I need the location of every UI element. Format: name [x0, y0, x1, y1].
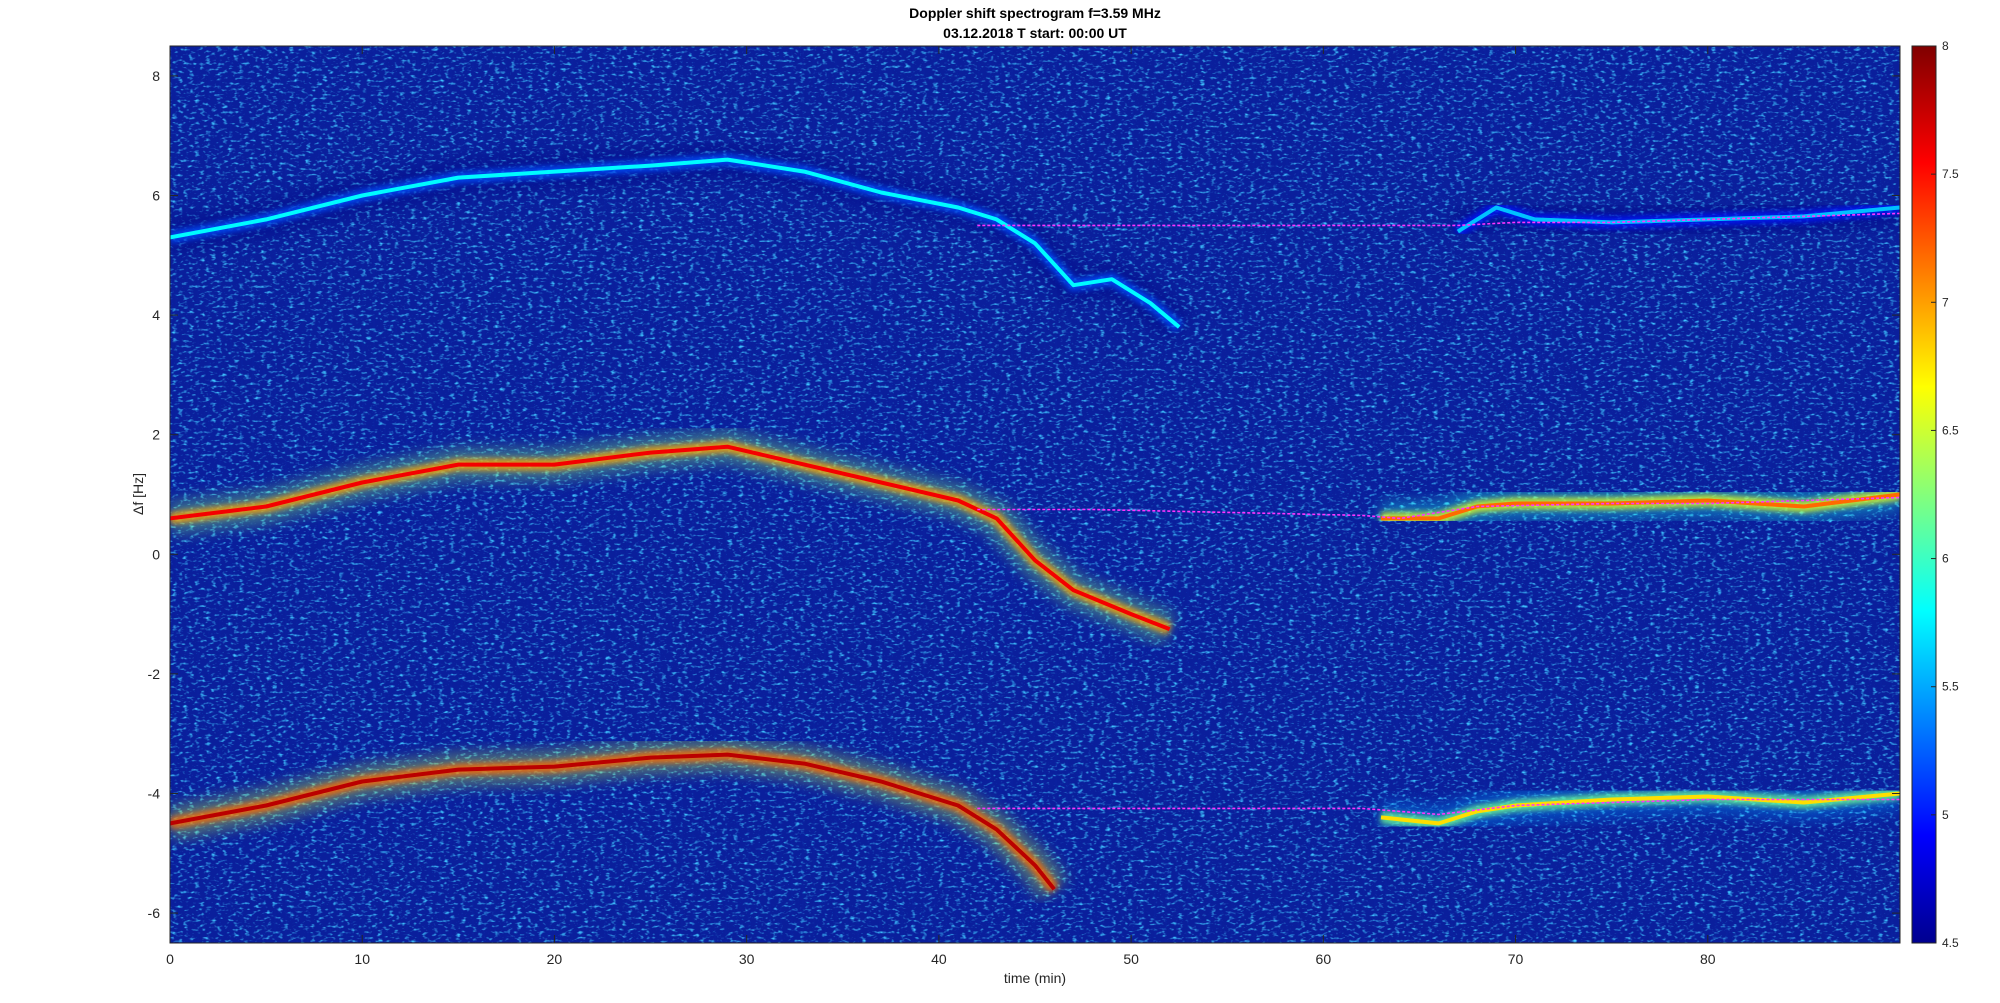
x-axis: 0 10 20 30 40 50 60 70 80 [166, 46, 1716, 967]
y-tick-label: 4 [152, 307, 160, 323]
x-tick-label: 10 [354, 951, 370, 967]
y-tick-label: -2 [148, 666, 161, 682]
plot-area [170, 46, 1900, 943]
interpolation-line-0 [977, 212, 1900, 227]
interpolation-layer [977, 212, 1900, 816]
y-tick-label: 6 [152, 188, 160, 204]
plot-frame [169, 45, 1901, 944]
x-tick-label: 80 [1700, 951, 1716, 967]
chart-subtitle: 03.12.2018 T start: 00:00 UT [943, 25, 1127, 41]
y-axis-label: Δf [Hz] [130, 473, 146, 515]
trace-middle [170, 444, 1171, 631]
colorbar-ticks: 8 7.5 7 6.5 6 5.5 5 4.5 [1931, 39, 1959, 950]
y-tick-label: -6 [148, 905, 161, 921]
colorbar-tick-label: 8 [1942, 39, 1949, 53]
colorbar: 8 7.5 7 6.5 6 5.5 5 4.5 [1911, 39, 1959, 950]
trace-middle-late [1381, 492, 1900, 521]
interpolation-line-1 [977, 496, 1900, 520]
trace-lower [170, 752, 1056, 891]
y-axis: 8 6 4 2 0 -2 -4 -6 [148, 68, 1900, 921]
colorbar-tick-label: 5.5 [1942, 680, 1959, 694]
colorbar-tick-label: 7 [1942, 295, 1949, 309]
x-tick-label: 30 [739, 951, 755, 967]
y-tick-label: 0 [152, 546, 160, 562]
colorbar-tick-label: 6 [1942, 552, 1949, 566]
x-tick-label: 0 [166, 951, 174, 967]
x-tick-label: 40 [931, 951, 947, 967]
colorbar-gradient [1911, 45, 1937, 944]
y-tick-label: 2 [152, 427, 160, 443]
x-tick-label: 70 [1508, 951, 1524, 967]
trace-lower-late [1380, 791, 1900, 826]
x-tick-label: 60 [1316, 951, 1332, 967]
colorbar-tick-label: 7.5 [1942, 167, 1959, 181]
y-tick-label: -4 [148, 786, 161, 802]
x-tick-label: 50 [1123, 951, 1139, 967]
colorbar-tick-label: 5 [1942, 808, 1949, 822]
colorbar-tick-label: 6.5 [1942, 423, 1959, 437]
colorbar-tick-label: 4.5 [1942, 936, 1959, 950]
x-tick-label: 20 [547, 951, 563, 967]
x-axis-label: time (min) [1004, 970, 1066, 986]
trace-upper [170, 157, 1181, 329]
y-tick-label: 8 [152, 68, 160, 84]
chart-title: Doppler shift spectrogram f=3.59 MHz [909, 5, 1161, 21]
